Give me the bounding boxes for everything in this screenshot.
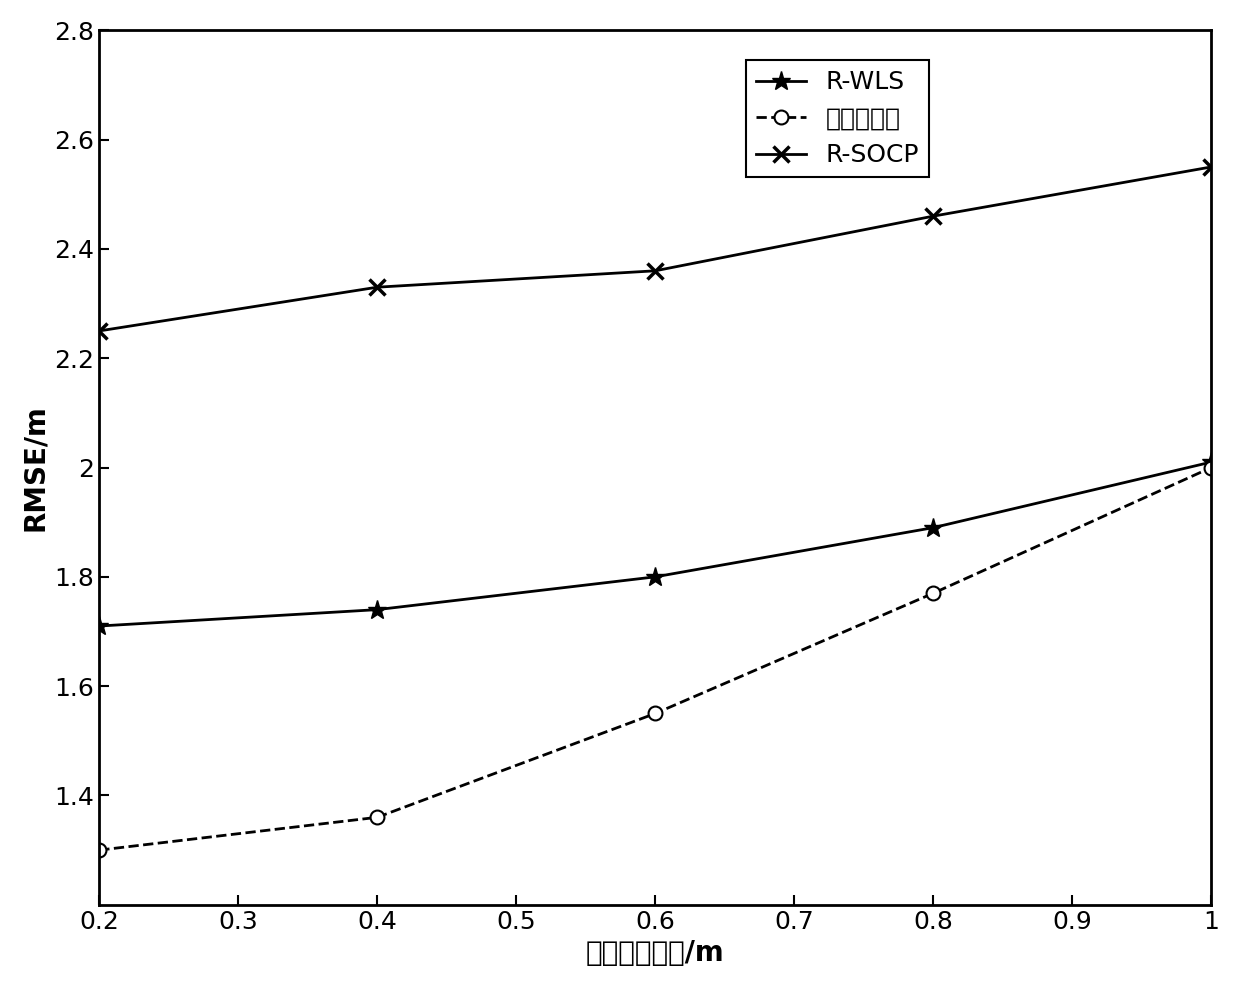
Line: R-WLS: R-WLS — [89, 453, 1221, 635]
本发明方法 — [92, 844, 107, 856]
本发明方法 — [647, 707, 662, 719]
R-WLS — [370, 604, 384, 616]
R-SOCP — [647, 265, 662, 277]
R-SOCP — [370, 282, 384, 293]
R-SOCP — [926, 210, 941, 222]
X-axis label: 误差的标准差/m: 误差的标准差/m — [585, 940, 724, 967]
R-WLS — [647, 571, 662, 583]
R-WLS — [1204, 456, 1219, 468]
Line: 本发明方法: 本发明方法 — [92, 460, 1218, 857]
R-WLS — [926, 522, 941, 534]
Line: R-SOCP: R-SOCP — [91, 159, 1220, 339]
R-WLS — [92, 620, 107, 632]
Y-axis label: RMSE/m: RMSE/m — [21, 404, 48, 531]
Legend: R-WLS, 本发明方法, R-SOCP: R-WLS, 本发明方法, R-SOCP — [745, 60, 929, 177]
R-SOCP — [1204, 161, 1219, 173]
本发明方法 — [370, 811, 384, 823]
本发明方法 — [926, 587, 941, 599]
本发明方法 — [1204, 461, 1219, 473]
R-SOCP — [92, 325, 107, 337]
